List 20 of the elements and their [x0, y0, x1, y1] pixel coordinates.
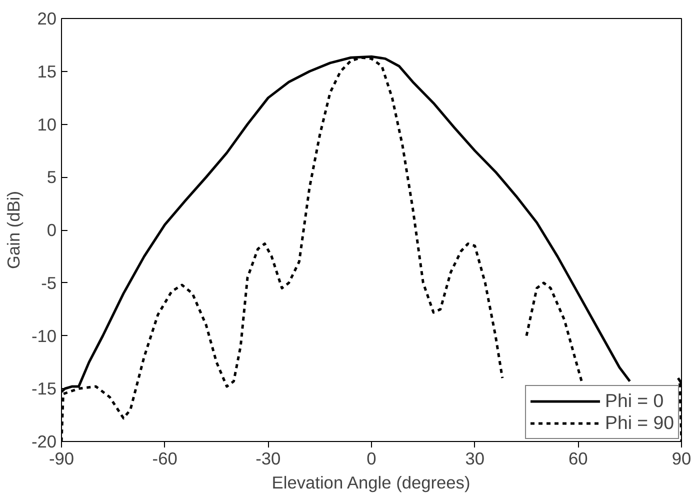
x-tick-label: -30	[256, 448, 281, 468]
y-axis-title: Gain (dBi)	[3, 190, 24, 269]
x-tick-label: 90	[672, 448, 692, 468]
y-tick-label: 10	[37, 114, 57, 134]
y-tick-label: 20	[37, 8, 57, 28]
y-tick-label: -20	[31, 432, 56, 452]
y-tick-label: 0	[46, 220, 57, 240]
y-tick-label: -10	[31, 326, 56, 346]
x-tick-label: 60	[568, 448, 588, 468]
x-axis-title: Elevation Angle (degrees)	[272, 472, 470, 492]
y-tick-label: 15	[37, 61, 57, 82]
x-tick-label: -60	[152, 448, 178, 468]
x-tick-label: 30	[465, 448, 484, 468]
y-tick-label: -5	[41, 272, 57, 293]
legend-label: Phi = 90	[605, 412, 674, 434]
y-tick-label: 5	[46, 167, 57, 188]
y-tick-label: -15	[31, 378, 56, 399]
x-tick-label: 0	[366, 448, 376, 468]
legend-label: Phi = 0	[605, 390, 664, 412]
x-tick-label: -90	[48, 448, 74, 468]
